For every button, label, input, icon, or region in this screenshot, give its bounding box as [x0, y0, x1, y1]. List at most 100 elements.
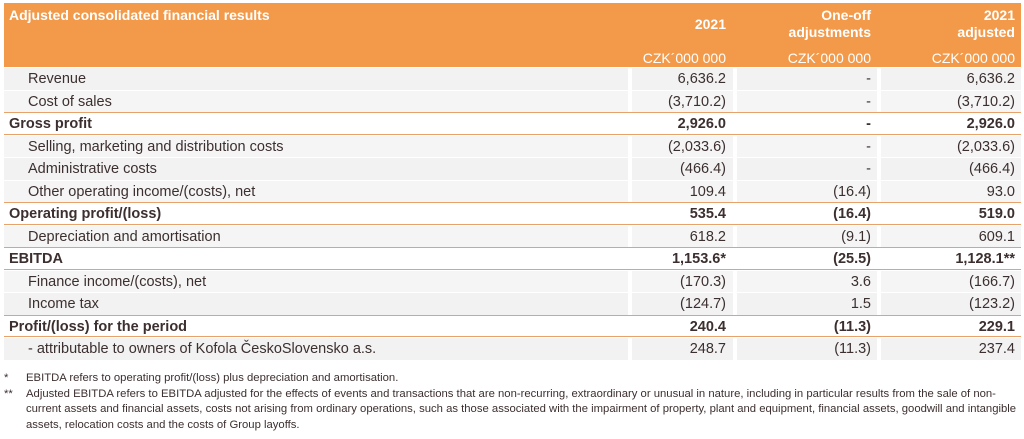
column-separator [733, 135, 737, 157]
column-separator [733, 90, 737, 112]
table-row: Selling, marketing and distribution cost… [4, 134, 1021, 157]
column-header-adjusted-line1: 2021 [983, 7, 1015, 23]
value-adjusted: 6,636.2 [966, 71, 1015, 87]
value-2021: 240.4 [689, 318, 726, 335]
row-label: Finance income/(costs), net [28, 273, 207, 290]
value-2021: (3,710.2) [667, 93, 726, 110]
column-separator [628, 180, 632, 202]
table-row: Revenue 6,636.2 - 6,636.2 [4, 67, 1021, 90]
column-separator [733, 180, 737, 202]
footnotes: * EBITDA refers to operating profit/(los… [4, 371, 1019, 433]
table-row: Gross profit 2,926.0 - 2,926.0 [4, 112, 1021, 135]
column-separator [733, 338, 737, 360]
column-header-one-off-line2: adjustments [788, 24, 871, 40]
value-2021: 248.7 [689, 341, 726, 357]
column-separator [733, 293, 737, 315]
column-separator [877, 248, 881, 269]
row-label: Gross profit [9, 116, 92, 132]
column-separator [877, 90, 881, 112]
column-separator [628, 203, 632, 224]
value-one-off: (11.3) [834, 341, 871, 357]
column-separator [877, 158, 881, 180]
value-adjusted: 237.4 [978, 341, 1015, 357]
row-label: Selling, marketing and distribution cost… [28, 138, 284, 155]
column-separator [628, 338, 632, 360]
value-2021: (124.7) [680, 296, 726, 312]
value-one-off: (11.3) [833, 318, 871, 335]
column-separator [733, 158, 737, 180]
column-separator [877, 68, 881, 90]
column-separator [628, 68, 632, 90]
column-header-one-off-line1: One-off [821, 7, 871, 23]
column-separator [877, 315, 881, 336]
value-one-off: - [866, 138, 871, 155]
table-row: Income tax (124.7) 1.5 (123.2) [4, 292, 1021, 315]
row-label: Operating profit/(loss) [9, 206, 162, 222]
column-separator [628, 248, 632, 269]
column-separator [628, 90, 632, 112]
column-separator [733, 248, 737, 269]
value-one-off: (25.5) [833, 251, 871, 267]
financial-results-table: Adjusted consolidated financial results … [4, 3, 1021, 360]
value-2021: 618.2 [689, 228, 726, 245]
column-separator [733, 225, 737, 247]
unit-label: CZK´000 000 [787, 50, 871, 66]
column-header-2021: 2021 [694, 16, 726, 32]
footnote-text: EBITDA refers to operating profit/(loss)… [26, 372, 399, 384]
column-separator [628, 158, 632, 180]
footnote-text: Adjusted EBITDA refers to EBITDA adjuste… [26, 387, 1017, 431]
footnote-marker: * [4, 372, 9, 384]
table-row: Depreciation and amortisation 618.2 (9.1) 6… [4, 224, 1021, 247]
value-2021: 1,153.6* [671, 251, 726, 267]
value-2021: (170.3) [680, 273, 726, 290]
column-separator [877, 270, 881, 292]
column-separator [877, 338, 881, 360]
column-separator [733, 270, 737, 292]
value-adjusted: 229.1 [978, 318, 1015, 335]
value-adjusted: 609.1 [978, 228, 1015, 245]
table-header: Adjusted consolidated financial results … [4, 3, 1021, 67]
value-adjusted: 93.0 [986, 183, 1015, 200]
value-adjusted: (3,710.2) [956, 93, 1015, 110]
row-label: Other operating income/(costs), net [28, 183, 256, 200]
table-row: Administrative costs (466.4) - (466.4) [4, 157, 1021, 180]
table-row: Operating profit/(loss) 535.4 (16.4) 519.0 [4, 202, 1021, 225]
value-adjusted: (123.2) [969, 296, 1015, 312]
unit-label: CZK´000 000 [642, 50, 726, 66]
column-separator [628, 225, 632, 247]
column-separator [628, 293, 632, 315]
value-one-off: - [866, 116, 871, 132]
value-adjusted: 2,926.0 [966, 116, 1015, 132]
table-row: Other operating income/(costs), net 109.4… [4, 179, 1021, 202]
value-2021: (2,033.6) [667, 138, 726, 155]
column-separator [877, 135, 881, 157]
row-label: Profit/(loss) for the period [9, 318, 188, 335]
row-label: Revenue [28, 71, 87, 87]
table-body: Revenue 6,636.2 - 6,636.2 Cost of sales (3,71… [4, 67, 1021, 360]
value-2021: 109.4 [689, 183, 726, 200]
column-separator [628, 315, 632, 336]
table-row: Finance income/(costs), net (170.3) 3.6 (16… [4, 269, 1021, 292]
table-row: Cost of sales (3,710.2) - (3,710.2) [4, 89, 1021, 112]
column-separator [877, 225, 881, 247]
column-separator [877, 180, 881, 202]
column-header-adjusted-line2: adjusted [957, 24, 1015, 40]
table-title: Adjusted consolidated financial results [9, 7, 270, 23]
row-label: Administrative costs [28, 161, 157, 177]
footnote: * EBITDA refers to operating profit/(los… [4, 371, 1019, 387]
value-adjusted: 1,128.1** [955, 251, 1015, 267]
column-separator [877, 293, 881, 315]
value-adjusted: (2,033.6) [956, 138, 1015, 155]
footnote: ** Adjusted EBITDA refers to EBITDA adju… [4, 387, 1019, 434]
table-row: EBITDA 1,153.6* (25.5) 1,128.1** [4, 247, 1021, 270]
column-separator [628, 135, 632, 157]
column-separator [877, 203, 881, 224]
row-label: Income tax [28, 296, 99, 312]
row-label: Depreciation and amortisation [28, 228, 221, 245]
value-one-off: - [866, 93, 871, 110]
unit-label: CZK´000 000 [931, 50, 1015, 66]
value-2021: 535.4 [689, 206, 726, 222]
table-row: Profit/(loss) for the period 240.4 (11.3) 2… [4, 314, 1021, 337]
column-separator [733, 113, 737, 134]
row-label: EBITDA [9, 251, 63, 267]
